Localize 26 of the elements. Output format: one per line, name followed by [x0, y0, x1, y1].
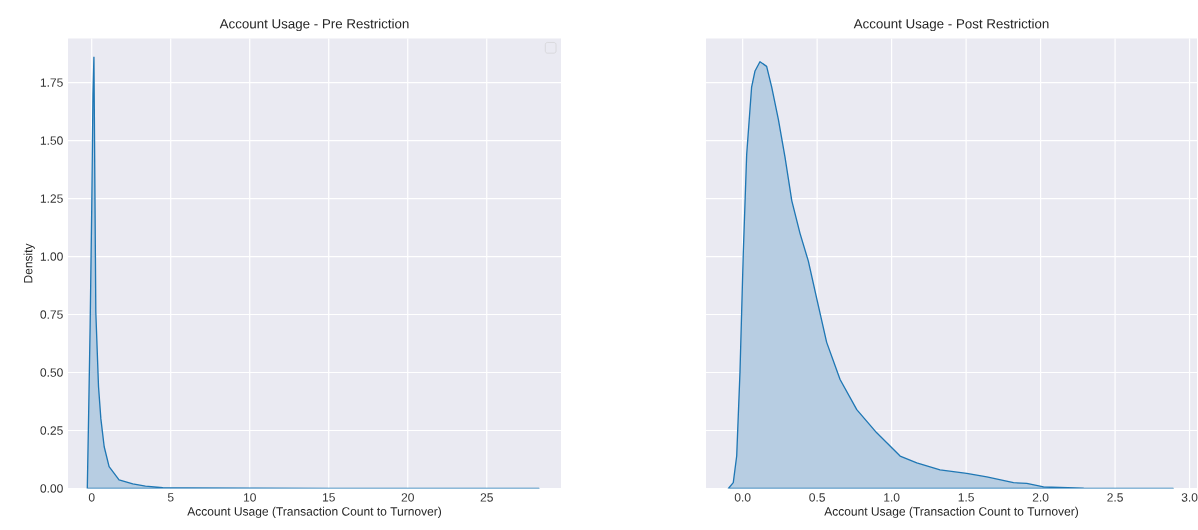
x-tick-label: 1.5 — [958, 493, 974, 502]
x-tick-label: 25 — [480, 493, 493, 502]
chart-title: Account Usage - Pre Restriction — [219, 18, 409, 32]
x-axis-title: Account Usage (Transaction Count to Turnover) — [824, 506, 1079, 519]
chart-title: Account Usage - Post Restriction — [853, 18, 1049, 32]
y-tick-label: 1.00 — [40, 252, 63, 261]
x-tick-label: 2.5 — [1107, 493, 1123, 502]
y-tick-label: 1.75 — [40, 78, 63, 87]
x-tick-label: 15 — [322, 493, 335, 502]
y-axis-title: Density — [23, 243, 35, 283]
y-tick-label: 0.25 — [40, 426, 63, 435]
y-tick-label: 1.25 — [40, 194, 63, 203]
x-tick-label: 5 — [167, 493, 174, 502]
x-tick-label: 10 — [243, 493, 256, 502]
y-tick-label: 1.50 — [40, 136, 63, 145]
x-tick-label: 0 — [88, 493, 95, 502]
x-tick-label: 2.0 — [1032, 493, 1049, 502]
x-tick-label: 20 — [401, 493, 414, 502]
x-tick-label: 1.0 — [884, 493, 900, 502]
y-tick-label: 0.75 — [40, 310, 63, 319]
y-tick-label: 0.50 — [40, 368, 63, 377]
x-axis-title: Account Usage (Transaction Count to Turnover) — [187, 506, 442, 519]
x-tick-label: 0.5 — [809, 493, 825, 502]
y-tick-label: 0.00 — [40, 484, 63, 493]
x-tick-label: 3.0 — [1181, 493, 1198, 502]
x-tick-label: 0.0 — [734, 493, 751, 502]
